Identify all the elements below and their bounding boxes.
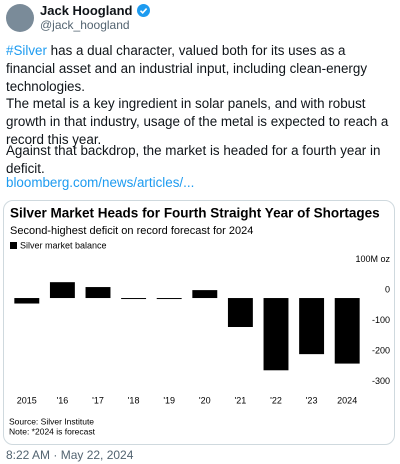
chart-title: Silver Market Heads for Fourth Straight … — [10, 206, 380, 221]
legend-swatch — [10, 242, 17, 249]
avatar[interactable] — [6, 4, 34, 32]
source: Source: Silver Institute — [9, 416, 94, 426]
timestamp[interactable]: 8:22 AM · May 22, 2024 — [6, 448, 134, 462]
y-tick-label: -100 — [372, 315, 390, 325]
x-tick-label: '21 — [235, 395, 247, 405]
bar — [14, 298, 40, 304]
bar — [334, 298, 360, 364]
bar — [49, 282, 75, 299]
y-tick-label: 0 — [385, 284, 390, 294]
chart-card[interactable]: Silver Market Heads for Fourth Straight … — [3, 200, 395, 445]
bar — [227, 298, 253, 328]
y-tick-label: 100M oz — [355, 254, 390, 264]
x-tick-label: '18 — [128, 395, 140, 405]
tweet-paragraph: Against that backdrop, the market is hea… — [6, 143, 381, 176]
y-tick-label: -200 — [372, 345, 390, 355]
bar — [121, 298, 147, 300]
x-tick-label: '20 — [199, 395, 211, 405]
x-tick-label: '22 — [270, 395, 282, 405]
x-tick-label: 2024 — [337, 395, 357, 405]
hashtag[interactable]: #Silver — [6, 43, 47, 58]
x-tick-label: '19 — [163, 395, 175, 405]
x-tick-label: 2015 — [17, 395, 37, 405]
tweet-paragraph: The metal is a key ingredient in solar p… — [6, 96, 389, 147]
bar — [192, 290, 218, 299]
legend-label: Silver market balance — [20, 240, 107, 250]
bar — [156, 298, 182, 300]
link[interactable]: bloomberg.com/news/articles/... — [6, 175, 195, 190]
tweet-paragraph: #Silver has a dual character, valued bot… — [6, 42, 394, 96]
chart-subtitle: Second-highest deficit on record forecas… — [10, 225, 253, 237]
note: Note: *2024 is forecast — [9, 426, 96, 436]
bar — [263, 298, 289, 371]
text: has a dual character, valued both for it… — [6, 43, 368, 94]
x-tick-label: '23 — [306, 395, 318, 405]
chart: Silver Market Heads for Fourth Straight … — [9, 206, 390, 437]
y-tick-label: -300 — [372, 376, 390, 386]
x-tick-label: '16 — [57, 395, 69, 405]
user-name[interactable]: Jack Hoogland — [40, 3, 133, 18]
bar — [85, 287, 111, 299]
user-handle[interactable]: @jack_hoogland — [40, 18, 130, 32]
verified-badge — [137, 4, 150, 17]
x-tick-label: '17 — [92, 395, 104, 405]
bar — [299, 298, 325, 355]
